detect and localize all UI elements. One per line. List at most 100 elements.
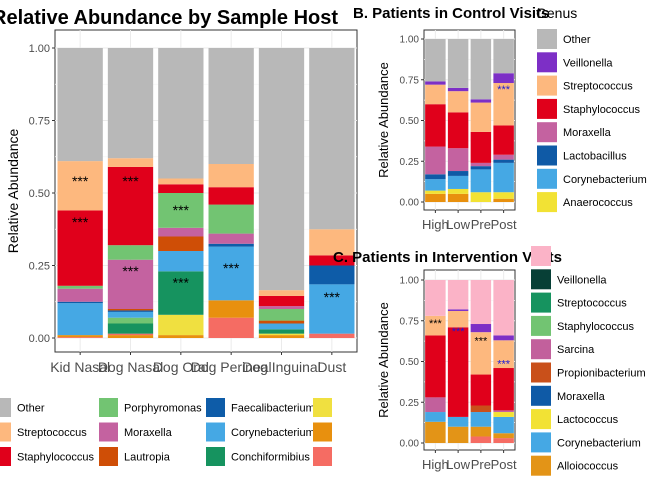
x-tick-label: High	[422, 217, 449, 232]
legend-swatch	[531, 455, 551, 476]
legend-item: Staphylococcus	[531, 315, 635, 336]
bar-segment-streptococcus	[309, 229, 355, 256]
legend-item: Other	[537, 29, 591, 49]
x-tick-label: Dog Oral	[153, 359, 209, 375]
bar-segment-streptococcus	[57, 161, 103, 211]
bar-segment-other	[493, 39, 514, 74]
legend-item: Moraxella	[531, 385, 606, 406]
y-axis-title: Relative Abundance	[376, 302, 391, 418]
legend-swatch	[537, 168, 557, 189]
bar-segment-moraxella	[493, 410, 514, 413]
legend-swatch	[313, 398, 332, 417]
legend-label: Staphylococcus	[557, 321, 635, 333]
legend-label: Other	[17, 402, 45, 414]
legend-label: Corynebacterium	[557, 437, 641, 449]
legend-swatch	[537, 122, 557, 143]
bar-segment-moraxella	[208, 233, 254, 244]
x-tick-label: Low	[446, 217, 470, 232]
bar-C-1	[447, 280, 469, 443]
significance-marker: ***	[497, 84, 511, 96]
bar-segment-corynebacterium	[258, 323, 305, 330]
bar-segment-yellow	[158, 314, 204, 336]
legend-label: Veillonella	[563, 57, 613, 69]
bar-segment-other	[158, 48, 204, 179]
bar-segment-other	[309, 48, 355, 230]
legend-swatch	[537, 98, 557, 119]
bar-segment-conchiformibius	[158, 271, 204, 315]
bar-segment-pink	[447, 280, 469, 310]
bar-segment-conchiformibius	[107, 323, 154, 334]
chart-title: Relative Abundance by Sample Host	[0, 7, 338, 29]
bar-segment-staphylococcus	[57, 210, 103, 286]
bar-segment-staphylococcus	[208, 187, 254, 205]
legend-label: Streptococcus	[563, 81, 633, 93]
bar-segment-staphylococcus	[309, 255, 355, 266]
significance-marker: ***	[324, 289, 341, 305]
legend-item: Streptococcus	[531, 292, 627, 313]
legend-item: Lactobacillus	[537, 145, 627, 166]
legend-swatch	[531, 246, 551, 266]
bar-segment-corynebacterium	[470, 412, 492, 427]
bar-segment-faecalibacterium	[208, 243, 254, 247]
bar-segment-alloiococcus	[425, 421, 446, 443]
bar-segment-moraxella	[107, 259, 154, 309]
bar-segment-staphylococcus	[447, 112, 469, 149]
bar-segment-pink	[425, 280, 446, 316]
bar-A-3	[208, 48, 254, 338]
legend-item	[313, 422, 332, 442]
legend-item: Porphyromonas	[99, 398, 202, 417]
bar-segment-faecalibacterium	[57, 301, 103, 304]
legend-label: Other	[563, 34, 591, 46]
bar-segment-veillonella	[447, 309, 469, 311]
bar-segment-orange	[425, 193, 446, 202]
bar-segment-staphylococcus	[258, 295, 305, 307]
x-tick-label: High	[422, 457, 449, 472]
bar-segment-veillonella	[493, 335, 514, 341]
bar-segment-veillonella	[470, 99, 492, 103]
significance-marker: ***	[173, 275, 190, 291]
bar-segment-staphylococcus	[470, 131, 492, 163]
bar-segment-corynebacterium	[470, 169, 492, 193]
bar-B-3	[493, 39, 514, 202]
y-tick-label: 1.00	[400, 35, 420, 46]
significance-marker: ***	[72, 214, 89, 230]
bar-segment-orange	[493, 198, 514, 202]
y-tick-label: 0.50	[29, 188, 50, 200]
significance-marker: ***	[122, 263, 139, 279]
legend-label: Corynebacterium	[231, 427, 315, 439]
bar-A-4	[258, 48, 305, 338]
x-tick-label: Dog Inguinal	[242, 359, 321, 375]
x-tick-label: Pre	[471, 217, 491, 232]
legend-label: Veillonella	[557, 274, 607, 286]
legend-label: Propionibacterium	[557, 368, 646, 380]
legend-swatch	[531, 409, 551, 430]
bar-segment-corynebacterium	[107, 311, 154, 318]
bar-segment-corynebacterium	[425, 412, 446, 422]
bar-segment-lactococcus	[493, 412, 514, 417]
significance-marker: ***	[497, 359, 511, 371]
y-axis-title: Relative Abundance	[376, 62, 391, 178]
bar-segment-lactobacillus	[470, 166, 492, 170]
bar-segment-streptococcus	[258, 290, 305, 296]
bar-segment-veillonella	[425, 81, 446, 85]
legend-item: Propionibacterium	[531, 362, 646, 383]
legend-item: Corynebacterium	[531, 432, 641, 453]
bar-B-2	[470, 39, 492, 202]
bar-segment-staphylococcus	[425, 104, 446, 147]
bar-segment-faecalibacterium	[309, 265, 355, 285]
legend-swatch	[531, 269, 551, 290]
y-tick-label: 0.00	[29, 333, 50, 345]
legend-item: Faecalibacterium	[206, 398, 315, 417]
bar-segment-streptococcus	[447, 310, 469, 328]
bar-segment-porphyromonas	[107, 317, 154, 324]
significance-marker: ***	[173, 202, 190, 218]
legend-item: Anaerococcus	[537, 192, 633, 213]
legend-item: Streptococcus	[0, 422, 87, 442]
bar-segment-lactobacillus	[493, 159, 514, 163]
y-tick-label: 1.00	[29, 43, 50, 55]
bar-segment-orange	[208, 300, 254, 318]
y-tick-label: 0.50	[400, 116, 420, 127]
legend-item: Corynebacterium	[537, 168, 647, 189]
